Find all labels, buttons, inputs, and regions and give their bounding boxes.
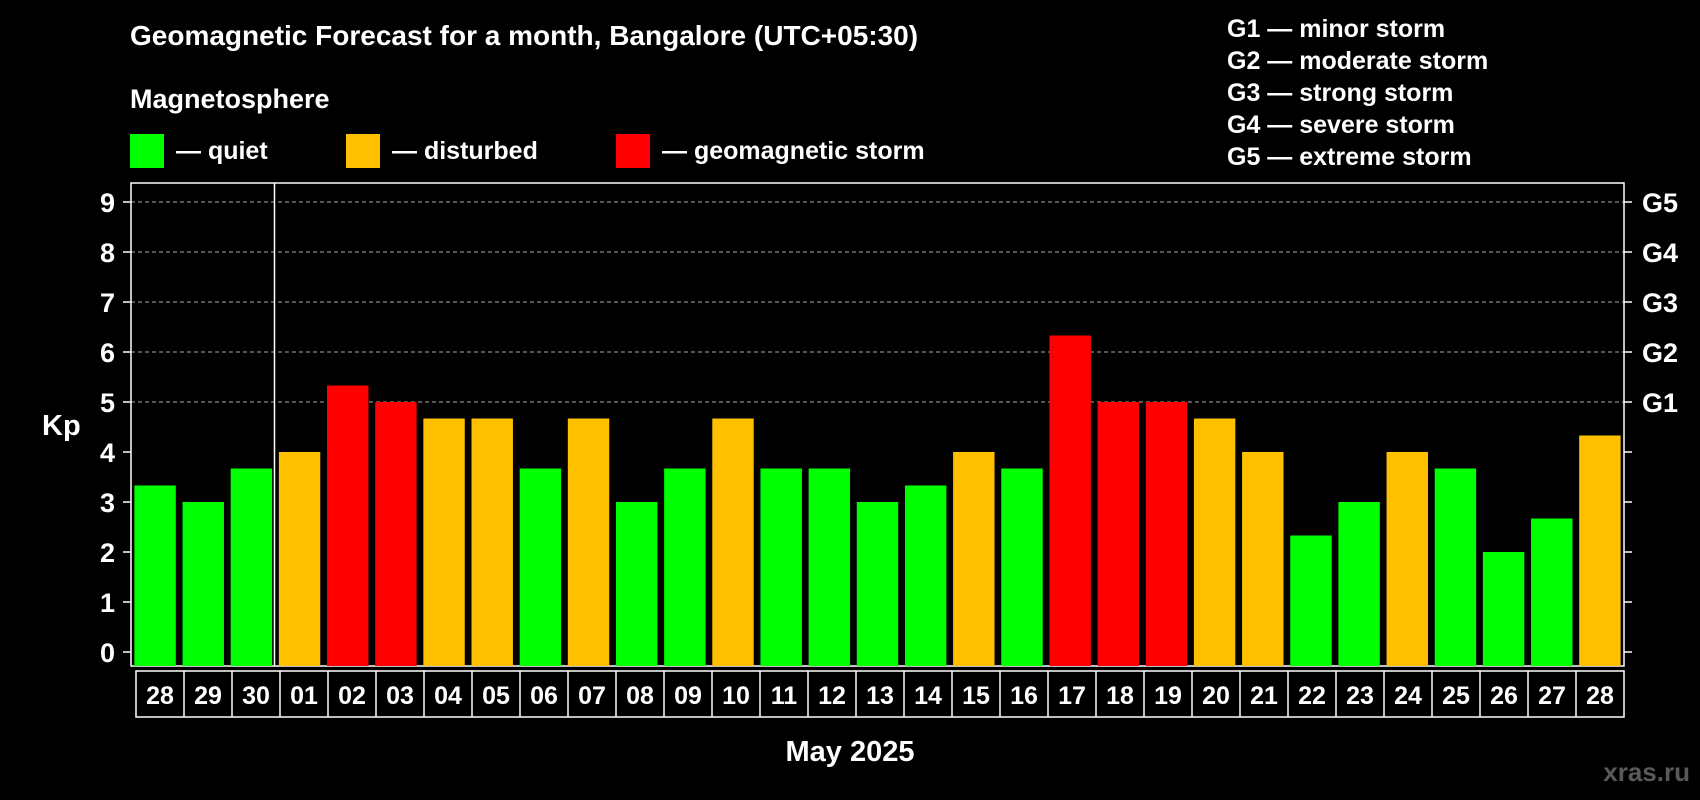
right-axis-label-g3: G3	[1642, 288, 1678, 318]
y-axis-label: Kp	[42, 410, 81, 442]
bar-23-25	[1338, 502, 1380, 666]
day-label-14: 12	[818, 682, 846, 710]
bar-02-4	[327, 385, 369, 666]
y-tick-label-7: 7	[100, 288, 115, 318]
day-label-30: 28	[1586, 682, 1614, 710]
storm-scale-g1: G1 — minor storm	[1227, 15, 1446, 43]
day-label-6: 04	[434, 682, 462, 710]
bar-06-8	[519, 468, 562, 666]
bar-28-30	[1579, 435, 1621, 666]
day-label-21: 19	[1154, 682, 1182, 710]
y-tick-label-6: 6	[100, 338, 115, 368]
bar-26-28	[1482, 552, 1525, 666]
right-axis-label-g4: G4	[1642, 238, 1678, 268]
bar-17-19	[1049, 335, 1091, 666]
storm-scale-g3: G3 — strong storm	[1227, 79, 1454, 107]
bar-25-27	[1434, 468, 1477, 666]
storm-scale-g4: G4 — severe storm	[1227, 111, 1455, 139]
day-label-19: 17	[1058, 682, 1086, 710]
y-tick-label-0: 0	[100, 638, 115, 668]
bar-24-26	[1386, 452, 1428, 666]
day-label-11: 09	[674, 682, 702, 710]
legend-label-disturbed: — disturbed	[392, 136, 538, 165]
day-label-12: 10	[722, 682, 750, 710]
legend-label-storm: — geomagnetic storm	[662, 136, 925, 165]
day-label-4: 02	[338, 682, 366, 710]
bar-07-9	[567, 418, 610, 666]
bar-01-3	[278, 452, 321, 666]
bar-prev-30-2	[230, 468, 273, 666]
y-tick-label-8: 8	[100, 238, 115, 268]
storm-scale-g5: G5 — extreme storm	[1227, 143, 1472, 171]
bar-27-29	[1531, 518, 1573, 666]
bar-08-10	[615, 502, 658, 666]
bar-03-5	[375, 402, 417, 666]
legend-item-quiet: — quiet	[130, 134, 268, 168]
legend-swatch-storm	[616, 134, 650, 168]
day-label-18: 16	[1010, 682, 1038, 710]
bar-18-20	[1097, 402, 1140, 666]
right-axis-label-g2: G2	[1642, 338, 1678, 368]
bar-14-16	[904, 485, 947, 666]
day-label-0: 28	[146, 682, 174, 710]
y-tick-label-4: 4	[100, 438, 115, 468]
y-tick-label-1: 1	[100, 588, 115, 618]
day-label-7: 05	[482, 682, 510, 710]
bar-15-17	[953, 452, 995, 666]
chart-title: Geomagnetic Forecast for a month, Bangal…	[130, 20, 919, 51]
day-label-13: 11	[771, 682, 798, 710]
bar-22-24	[1290, 535, 1332, 666]
bar-04-6	[423, 418, 465, 666]
day-label-20: 18	[1106, 682, 1134, 710]
day-labels-frame	[135, 670, 1625, 718]
bar-16-18	[1001, 468, 1043, 666]
legend-item-disturbed: — disturbed	[346, 134, 538, 168]
right-axis-label-g5: G5	[1642, 188, 1678, 218]
storm-scale-g2: G2 — moderate storm	[1227, 47, 1489, 75]
bar-21-23	[1242, 452, 1284, 666]
day-label-29: 27	[1538, 682, 1566, 710]
y-tick-label-5: 5	[100, 388, 115, 418]
day-label-9: 07	[578, 682, 606, 710]
bar-05-7	[471, 418, 513, 666]
bar-09-11	[664, 468, 706, 666]
magnetosphere-title: Magnetosphere	[130, 84, 330, 114]
bar-prev-29-1	[182, 502, 224, 666]
bar-13-15	[856, 502, 899, 666]
right-axis-label-g1: G1	[1642, 388, 1678, 418]
day-label-10: 08	[626, 682, 654, 710]
day-label-26: 24	[1394, 682, 1422, 710]
bar-20-22	[1193, 418, 1236, 666]
day-label-2: 30	[242, 682, 270, 710]
y-tick-label-9: 9	[100, 188, 115, 218]
y-tick-label-3: 3	[100, 488, 115, 518]
legend-item-storm: — geomagnetic storm	[616, 134, 925, 168]
day-label-25: 23	[1346, 682, 1374, 710]
storm-scale-list: G1 — minor storm G2 — moderate storm G3 …	[1227, 13, 1488, 173]
day-label-3: 01	[290, 682, 318, 710]
day-label-22: 20	[1202, 682, 1230, 710]
day-label-28: 26	[1490, 682, 1518, 710]
bar-19-21	[1145, 402, 1188, 666]
legend-label-quiet: — quiet	[176, 136, 268, 165]
bar-11-13	[760, 468, 802, 666]
day-label-5: 03	[386, 682, 414, 710]
day-label-23: 21	[1250, 682, 1278, 710]
bar-prev-28-0	[134, 485, 176, 666]
day-label-8: 06	[530, 682, 558, 710]
legend-swatch-quiet	[130, 134, 164, 168]
day-label-15: 13	[866, 682, 894, 710]
x-axis-label: May 2025	[785, 736, 915, 768]
day-label-17: 15	[962, 682, 990, 710]
bar-12-14	[808, 468, 851, 666]
day-label-27: 25	[1442, 682, 1470, 710]
day-label-16: 14	[914, 682, 942, 710]
y-tick-label-2: 2	[100, 538, 115, 568]
bar-10-12	[712, 418, 754, 666]
day-label-1: 29	[194, 682, 222, 710]
credit-label: xras.ru	[1603, 757, 1690, 787]
day-label-24: 22	[1298, 682, 1326, 710]
legend-swatch-disturbed	[346, 134, 380, 168]
